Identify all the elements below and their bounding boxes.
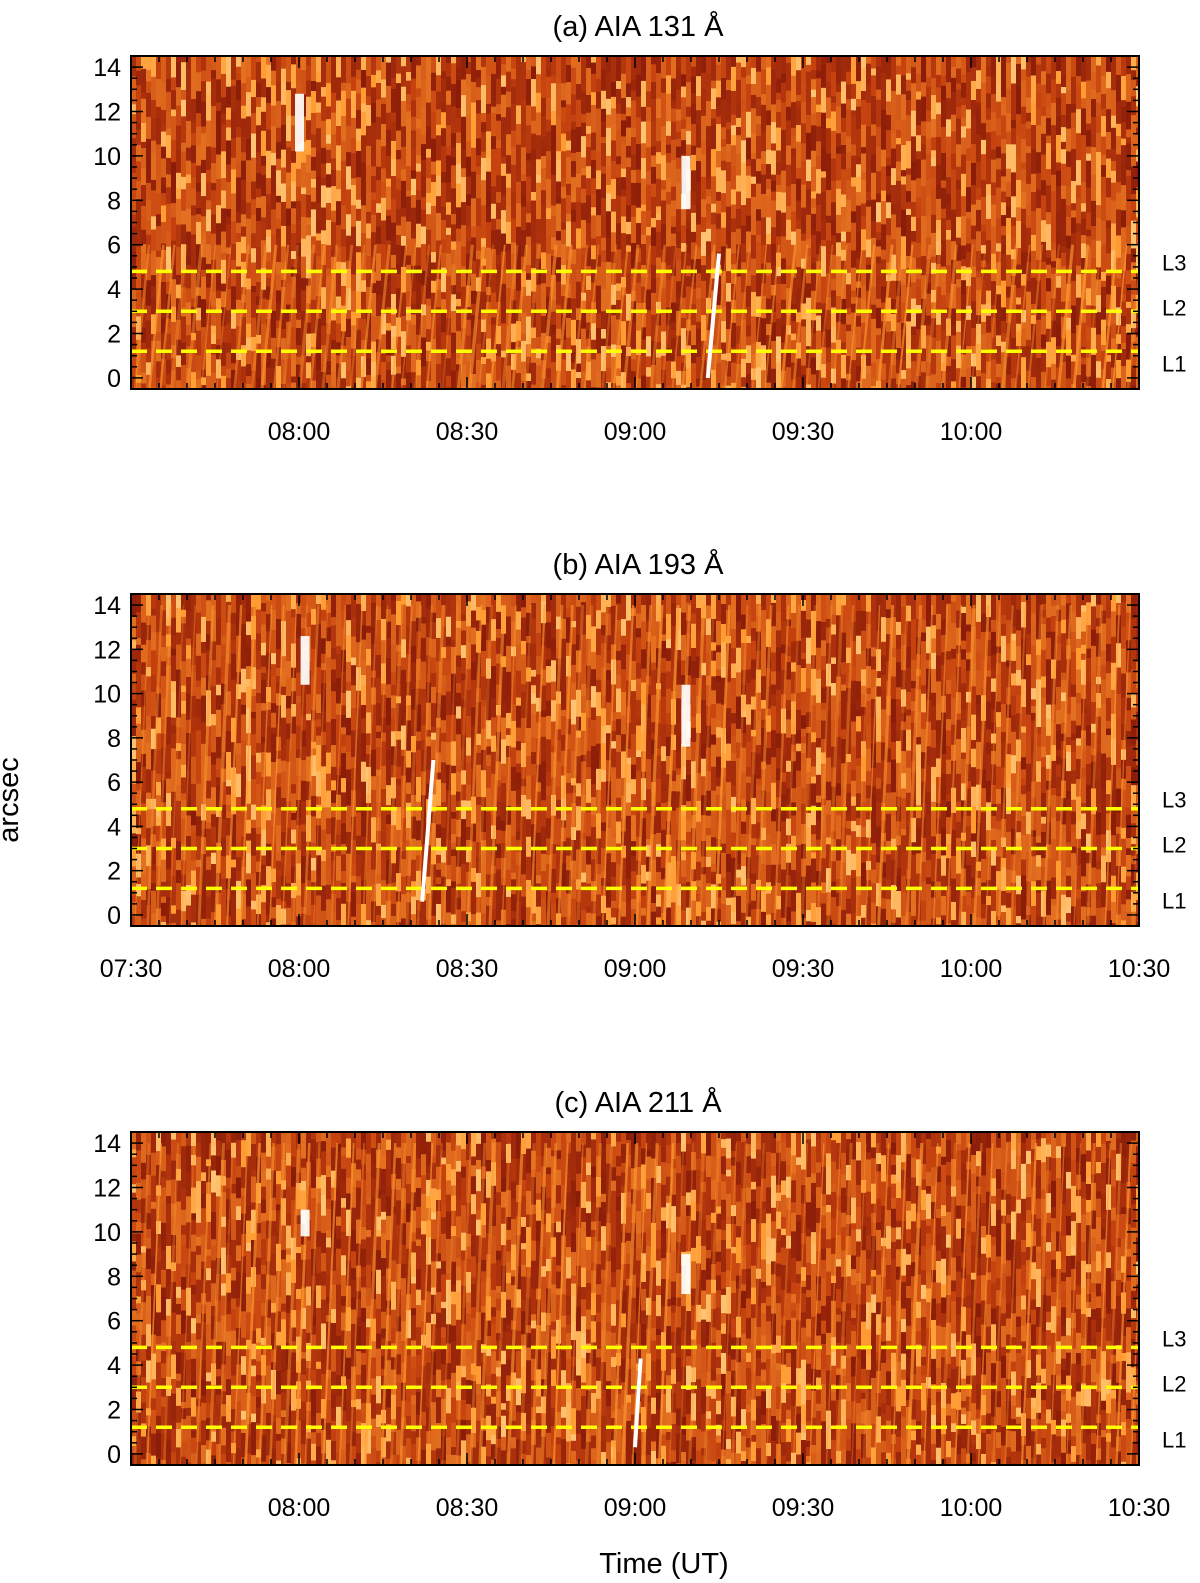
y-tick-label: 8 [107,1263,121,1291]
heatmap-texture [131,1132,1139,1465]
level-label-l3: L3 [1162,1326,1186,1351]
x-tick-label: 08:30 [436,955,499,983]
slope-line [705,253,721,379]
y-tick-label: 4 [107,1352,121,1380]
y-tick-label: 12 [93,99,121,127]
y-tick-label: 4 [107,276,121,304]
x-tick-label: 10:00 [940,955,1003,983]
x-tick-label: 10:00 [940,1494,1003,1522]
y-tick-label: 6 [107,232,121,260]
y-tick-label: 4 [107,813,121,841]
level-label-l2: L2 [1162,833,1186,858]
x-tick-label: 07:30 [100,955,163,983]
y-tick-label: 14 [93,592,121,620]
y-tick-label: 10 [93,1219,121,1247]
panel-1: 0 2 4 6 8 10 12 14 08:00 08:30 09:00 09:30 10:00 L1 L2… [93,10,1186,446]
x-tick-label: 10:30 [1108,1494,1171,1522]
y-tick-label: 6 [107,1308,121,1336]
bright-feature [300,636,310,685]
y-tick-label: 10 [93,143,121,171]
heatmap-texture [131,594,1139,926]
panels: 0 2 4 6 8 10 12 14 08:00 08:30 09:00 09:30 10:00 L1 L2… [93,10,1186,1522]
y-tick-label: 6 [107,769,121,797]
level-label-l1: L1 [1162,1427,1186,1452]
y-tick-label: 2 [107,1397,121,1425]
x-tick-label: 10:00 [940,418,1003,446]
bright-feature [681,155,691,210]
panel-title: (a) AIA 131 Å [553,10,725,43]
heatmap-texture [131,56,1139,389]
x-tick-label: 09:30 [772,1494,835,1522]
level-label-l2: L2 [1162,1371,1186,1396]
bright-feature [295,93,304,152]
y-axis-label: arcsec [0,757,25,842]
bright-feature [681,684,691,747]
level-label-l2: L2 [1162,295,1186,320]
level-label-l1: L1 [1162,351,1186,376]
x-tick-label: 08:30 [436,418,499,446]
bright-feature [300,1209,310,1237]
y-tick-label: 12 [93,636,121,664]
slope-line [420,759,436,902]
y-tick-label: 14 [93,54,121,82]
y-tick-label: 10 [93,681,121,709]
x-tick-label: 09:00 [604,1494,667,1522]
x-axis-label: Time (UT) [599,1548,728,1580]
x-tick-label: 09:30 [772,955,835,983]
y-tick-label: 0 [107,365,121,393]
y-tick-label: 12 [93,1175,121,1203]
x-tick-label: 09:00 [604,418,667,446]
panel-title: (c) AIA 211 Å [554,1086,722,1119]
x-tick-label: 08:30 [436,1494,499,1522]
x-tick-label: 08:00 [268,1494,331,1522]
level-label-l1: L1 [1162,888,1186,913]
y-tick-label: 0 [107,1441,121,1469]
panel-title: (b) AIA 193 Å [553,548,725,581]
y-tick-label: 8 [107,725,121,753]
slope-line [633,1358,643,1448]
y-tick-label: 2 [107,858,121,886]
x-tick-label: 10:30 [1108,955,1171,983]
y-tick-label: 8 [107,187,121,215]
panel-2: 0 2 4 6 8 10 12 14 07:30 08:00 08:30 09:00 09:30 10:0… [93,548,1186,983]
level-label-l3: L3 [1162,788,1186,813]
y-tick-label: 14 [93,1130,121,1158]
level-label-l3: L3 [1162,250,1186,275]
x-tick-label: 08:00 [268,955,331,983]
x-tick-label: 08:00 [268,418,331,446]
x-tick-label: 09:00 [604,955,667,983]
y-tick-label: 2 [107,321,121,349]
x-tick-label: 09:30 [772,418,835,446]
bright-feature [681,1254,691,1295]
y-tick-label: 0 [107,902,121,930]
panel-3: 0 2 4 6 8 10 12 14 08:00 08:30 09:00 09:30 10:00 10:3… [93,1086,1186,1522]
